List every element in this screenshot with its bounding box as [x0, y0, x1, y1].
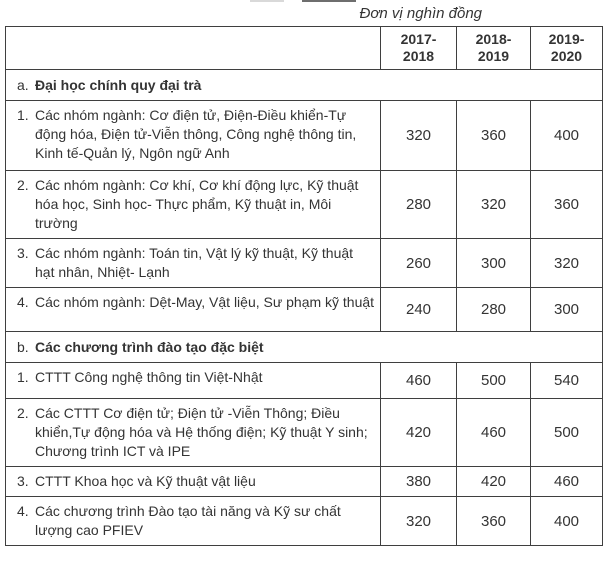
row-label: Các nhóm ngành: Cơ điện tử, Điện-Điều kh… [35, 107, 357, 161]
fee-value: 280 [456, 287, 531, 332]
section-title: Các chương trình đào tạo đặc biệt [35, 338, 264, 355]
fee-value: 420 [456, 466, 531, 497]
row-label: CTTT Công nghệ thông tin Việt-Nhật [35, 369, 263, 385]
cropped-text-artifact [302, 0, 356, 2]
fee-value: 360 [456, 496, 531, 546]
table-row: 4. Các nhóm ngành: Dệt-May, Vật liệu, Sư… [5, 287, 603, 332]
fee-value: 320 [380, 496, 457, 546]
fee-value: 360 [530, 170, 603, 239]
fee-value: 300 [456, 238, 531, 288]
fee-value: 380 [380, 466, 457, 497]
fee-value: 420 [380, 398, 457, 467]
row-number: 1. [17, 369, 29, 385]
header-row: 2017- 2018 2018- 2019 2019- 2020 [5, 26, 603, 70]
row-label: Các CTTT Cơ điện tử; Điện tử -Viễn Thông… [35, 405, 368, 459]
table-row: 3. Các nhóm ngành: Toán tin, Vật lý kỹ t… [5, 238, 603, 288]
row-label: Các nhóm ngành: Toán tin, Vật lý kỹ thuậ… [35, 245, 354, 280]
section-marker: b. [17, 338, 29, 355]
table-row: 2. Các nhóm ngành: Cơ khí, Cơ khí động l… [5, 170, 603, 239]
fee-value: 540 [530, 362, 603, 399]
fee-value: 300 [530, 287, 603, 332]
section-row-a: a. Đại học chính quy đại trà [5, 69, 603, 101]
row-number: 3. [17, 245, 29, 261]
row-label: Các nhóm ngành: Dệt-May, Vật liệu, Sư ph… [35, 294, 375, 310]
cropped-text-artifact [250, 0, 284, 2]
fee-value: 460 [380, 362, 457, 399]
fee-value: 280 [380, 170, 457, 239]
fee-value: 460 [456, 398, 531, 467]
row-number: 4. [17, 294, 29, 310]
table-row: 4. Các chương trình Đào tạo tài năng và … [5, 496, 603, 546]
table-row: 1. CTTT Công nghệ thông tin Việt-Nhật 46… [5, 362, 603, 399]
unit-caption: Đơn vị nghìn đồng [359, 5, 482, 22]
fee-value: 500 [456, 362, 531, 399]
row-label: Các nhóm ngành: Cơ khí, Cơ khí động lực,… [35, 177, 359, 231]
row-label: CTTT Khoa học và Kỹ thuật vật liệu [35, 473, 256, 489]
fee-value: 320 [456, 170, 531, 239]
fee-value: 460 [530, 466, 603, 497]
section-row-b: b. Các chương trình đào tạo đặc biệt [5, 331, 603, 363]
column-header-2017-2018: 2017- 2018 [380, 26, 457, 70]
tuition-fee-table: 2017- 2018 2018- 2019 2019- 2020 a. Đại … [5, 26, 603, 546]
table-row: 2. Các CTTT Cơ điện tử; Điện tử -Viễn Th… [5, 398, 603, 467]
row-number: 4. [17, 503, 29, 519]
section-title: Đại học chính quy đại trà [35, 76, 202, 93]
table-row: 1. Các nhóm ngành: Cơ điện tử, Điện-Điều… [5, 100, 603, 171]
fee-value: 260 [380, 238, 457, 288]
fee-value: 320 [530, 238, 603, 288]
row-number: 2. [17, 405, 29, 421]
section-marker: a. [17, 76, 29, 93]
fee-value: 360 [456, 100, 531, 171]
fee-value: 320 [380, 100, 457, 171]
row-number: 1. [17, 107, 29, 123]
fee-value: 400 [530, 496, 603, 546]
column-header-2019-2020: 2019- 2020 [530, 26, 603, 70]
fee-value: 400 [530, 100, 603, 171]
fee-value: 240 [380, 287, 457, 332]
table-row: 3. CTTT Khoa học và Kỹ thuật vật liệu 38… [5, 466, 603, 497]
row-number: 3. [17, 473, 29, 489]
row-number: 2. [17, 177, 29, 193]
column-header-2018-2019: 2018- 2019 [456, 26, 531, 70]
row-label: Các chương trình Đào tạo tài năng và Kỹ … [35, 503, 341, 538]
corner-cell [5, 26, 381, 70]
fee-value: 500 [530, 398, 603, 467]
